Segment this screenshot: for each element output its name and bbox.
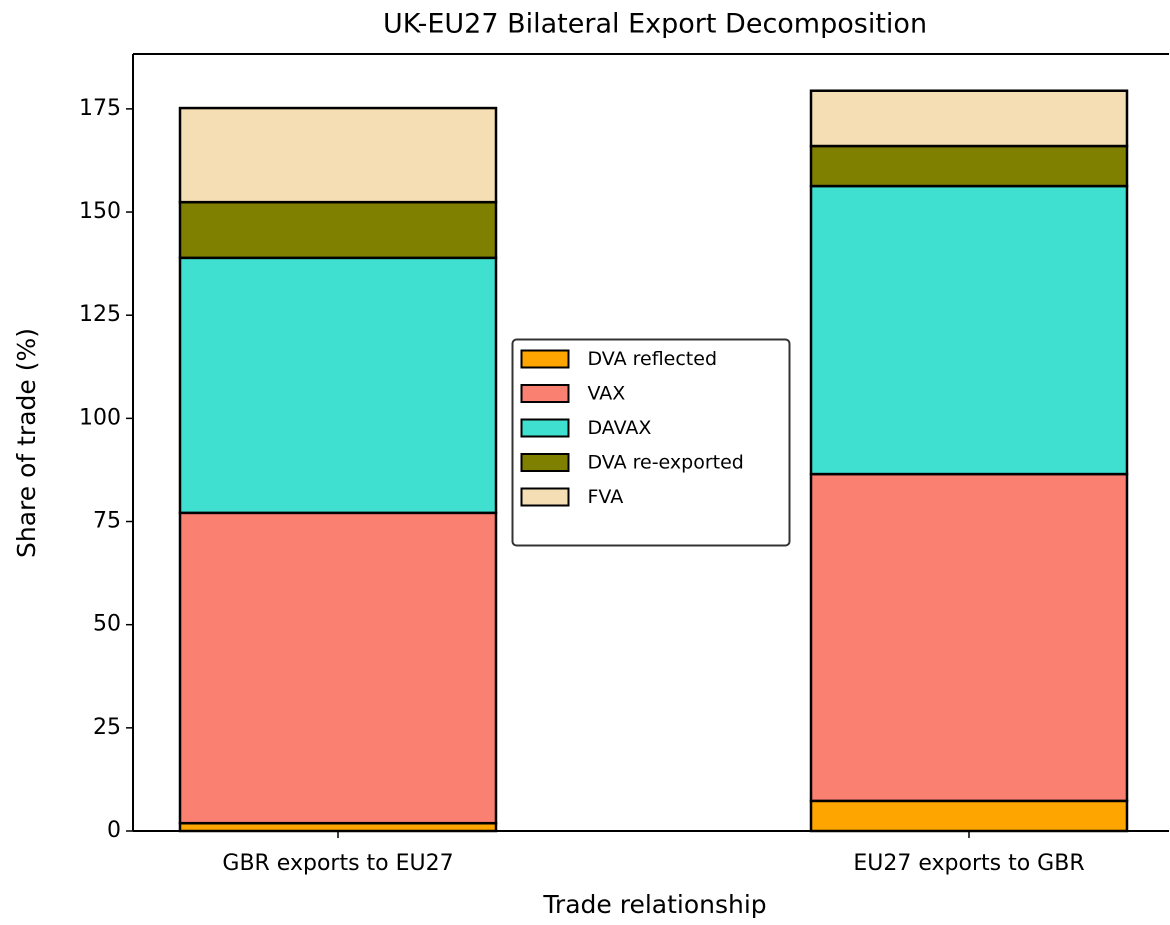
- legend-swatch: [520, 453, 570, 472]
- y-tick-label: 100: [79, 405, 121, 430]
- legend-box: [511, 338, 791, 547]
- x-axis-label: Trade relationship: [542, 890, 766, 919]
- legend-swatch: [520, 487, 570, 507]
- bar-segment: [178, 106, 498, 204]
- legend-swatch: [520, 349, 570, 369]
- legend-label: DVA reflected: [588, 348, 718, 370]
- y-tick-label: 25: [93, 715, 121, 740]
- bar-segment: [809, 144, 1129, 188]
- bar-segment: [809, 799, 1129, 833]
- chart-title: UK-EU27 Bilateral Export Decomposition: [383, 9, 927, 40]
- legend-label: FVA: [588, 486, 624, 508]
- bar-segment: [178, 511, 498, 825]
- legend-swatch: [520, 418, 570, 438]
- x-tick-label: GBR exports to EU27: [222, 851, 453, 876]
- y-tick-label: 0: [107, 818, 121, 843]
- y-tick-label: 50: [93, 612, 121, 637]
- bar-segment: [809, 89, 1129, 148]
- y-axis-label: Share of trade (%): [12, 328, 41, 558]
- legend-label: DVA re-exported: [588, 452, 744, 474]
- x-tick-label: EU27 exports to GBR: [853, 851, 1084, 876]
- bar-segment: [178, 256, 498, 515]
- bar-segment: [178, 200, 498, 260]
- y-tick-label: 150: [79, 199, 121, 224]
- y-tick-label: 125: [79, 302, 121, 327]
- legend-swatch: [520, 384, 570, 403]
- legend-label: DAVAX: [588, 417, 652, 439]
- legend: DVA reflected VAX DAVAX DVA re-exported FVA: [511, 338, 791, 547]
- y-tick-label: 75: [93, 509, 121, 534]
- y-tick-label: 175: [79, 96, 121, 121]
- bar-segment: [809, 184, 1129, 476]
- legend-label: VAX: [588, 383, 626, 405]
- bar-segment: [809, 472, 1129, 803]
